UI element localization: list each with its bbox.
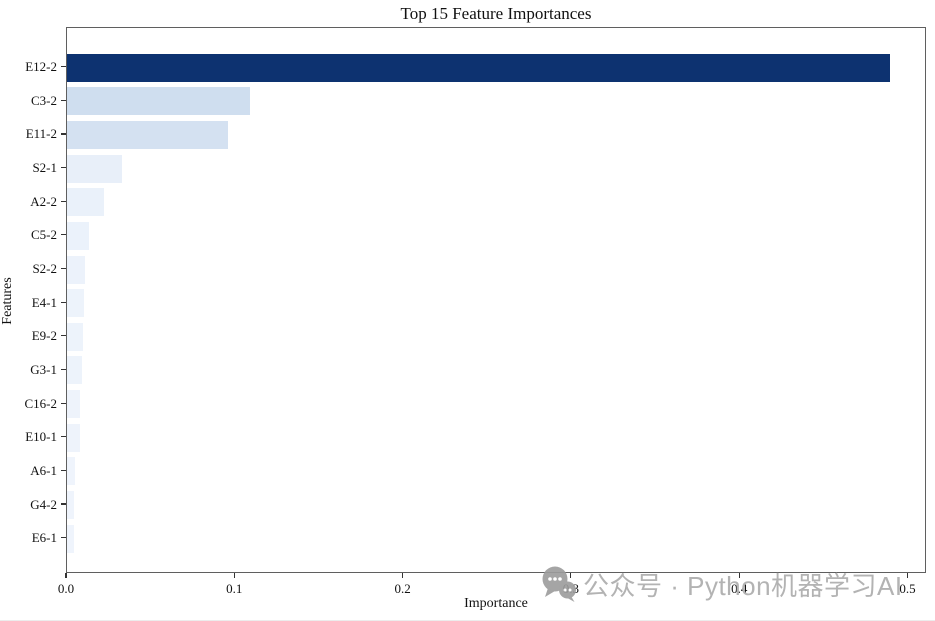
y-tick-mark <box>61 436 66 438</box>
y-tick-mark <box>61 335 66 337</box>
bar-A6-1 <box>67 457 76 486</box>
y-tick-mark <box>61 503 66 505</box>
bar-E4-1 <box>67 289 84 318</box>
y-tick-mark <box>61 133 66 135</box>
bar-E9-2 <box>67 322 83 351</box>
y-tick-mark <box>61 99 66 101</box>
y-tick-mark <box>61 200 66 202</box>
y-tick-mark <box>61 234 66 236</box>
bar-S2-2 <box>67 255 86 284</box>
y-tick-mark <box>61 267 66 270</box>
bar-E12-2 <box>67 53 890 82</box>
y-tick-label: C3-2 <box>31 92 57 108</box>
x-tick-mark <box>906 573 909 578</box>
x-tick-mark <box>570 573 572 578</box>
bar-G4-2 <box>67 491 74 520</box>
y-tick-label: E6-1 <box>31 530 57 546</box>
y-tick-mark <box>61 537 66 539</box>
x-tick-label: 0.2 <box>394 581 411 596</box>
bar-E10-1 <box>67 423 81 452</box>
y-tick-label: S2-2 <box>32 261 57 277</box>
bar-C5-2 <box>67 221 89 250</box>
x-tick-label: 0.5 <box>899 581 916 596</box>
y-tick-label: S2-1 <box>32 160 57 176</box>
bar-S2-1 <box>67 154 123 183</box>
y-tick-mark <box>61 368 66 371</box>
bar-E6-1 <box>67 524 74 553</box>
bar-C3-2 <box>67 87 251 116</box>
y-tick-mark <box>61 301 66 303</box>
bar-A2-2 <box>67 188 104 217</box>
y-tick-label: G4-2 <box>30 496 57 512</box>
x-tick-mark <box>65 573 67 578</box>
x-tick-label: 0.1 <box>226 581 243 596</box>
x-tick-label: 0.3 <box>562 581 580 596</box>
y-tick-mark <box>61 402 66 404</box>
x-tick-mark <box>401 573 404 578</box>
y-tick-label: A2-2 <box>30 193 57 209</box>
y-tick-label: C16-2 <box>24 395 58 411</box>
y-tick-label: E11-2 <box>25 126 57 142</box>
bar-E11-2 <box>67 120 229 149</box>
y-axis-label: Features <box>0 277 15 325</box>
y-tick-label: G3-1 <box>30 361 57 377</box>
y-tick-mark <box>61 66 66 68</box>
y-tick-label: E9-2 <box>31 328 57 344</box>
bar-G3-1 <box>67 356 83 385</box>
y-tick-label: A6-1 <box>30 462 57 478</box>
y-tick-label: E10-1 <box>25 429 57 445</box>
y-tick-mark <box>61 469 66 471</box>
y-tick-mark <box>61 167 66 169</box>
x-tick-label: 0.0 <box>57 581 75 596</box>
y-tick-label: E4-1 <box>31 294 57 310</box>
x-tick-label: 0.4 <box>731 581 748 596</box>
chart-title: Top 15 Feature Importances <box>400 4 592 23</box>
x-axis-label: Importance <box>464 596 528 611</box>
x-tick-mark <box>738 573 740 578</box>
y-tick-label: E12-2 <box>25 59 57 75</box>
bar-C16-2 <box>67 390 81 419</box>
y-tick-label: C5-2 <box>31 227 57 243</box>
x-tick-mark <box>233 573 235 578</box>
plot-area <box>66 27 926 573</box>
